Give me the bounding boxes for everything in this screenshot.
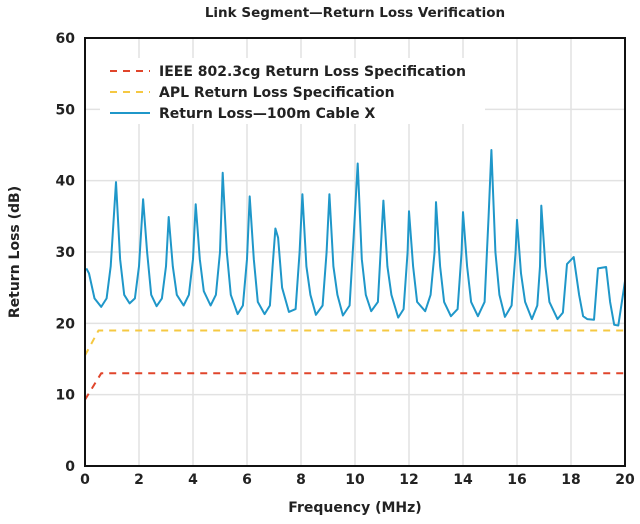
y-tick-label: 10 bbox=[56, 388, 76, 404]
tick-labels: 0 2 4 6 8 10 12 14 16 18 20 0 10 20 30 40 50 60 bbox=[56, 31, 635, 488]
chart-title: Link Segment—Return Loss Verification bbox=[205, 5, 505, 21]
x-tick-label: 16 bbox=[507, 472, 526, 488]
y-tick-label: 50 bbox=[56, 102, 76, 118]
x-tick-label: 2 bbox=[134, 472, 144, 488]
x-tick-label: 10 bbox=[345, 472, 365, 488]
series-line-0 bbox=[84, 372, 625, 401]
x-tick-label: 20 bbox=[615, 472, 635, 488]
x-axis-label: Frequency (MHz) bbox=[288, 500, 421, 516]
x-tick-label: 4 bbox=[188, 472, 198, 488]
legend-label: Return Loss—100m Cable X bbox=[159, 106, 375, 122]
x-tick-label: 0 bbox=[80, 472, 90, 488]
x-tick-label: 12 bbox=[399, 472, 418, 488]
legend: IEEE 802.3cg Return Loss Specification AP… bbox=[100, 58, 485, 124]
x-tick-label: 8 bbox=[296, 472, 306, 488]
y-tick-label: 40 bbox=[56, 174, 76, 190]
y-axis-label: Return Loss (dB) bbox=[7, 186, 23, 318]
legend-label: APL Return Loss Specification bbox=[159, 85, 395, 101]
series-line-1 bbox=[84, 329, 625, 356]
legend-background bbox=[100, 58, 485, 124]
x-tick-label: 18 bbox=[561, 472, 580, 488]
x-tick-label: 6 bbox=[242, 472, 252, 488]
y-tick-label: 20 bbox=[56, 316, 76, 332]
legend-label: IEEE 802.3cg Return Loss Specification bbox=[159, 64, 466, 80]
series-line-2 bbox=[85, 149, 626, 327]
plot-frame bbox=[84, 37, 626, 467]
y-tick-label: 30 bbox=[56, 245, 76, 261]
y-tick-label: 0 bbox=[65, 459, 75, 475]
y-tick-label: 60 bbox=[56, 31, 76, 47]
x-tick-label: 14 bbox=[453, 472, 473, 488]
series-group bbox=[84, 149, 626, 401]
